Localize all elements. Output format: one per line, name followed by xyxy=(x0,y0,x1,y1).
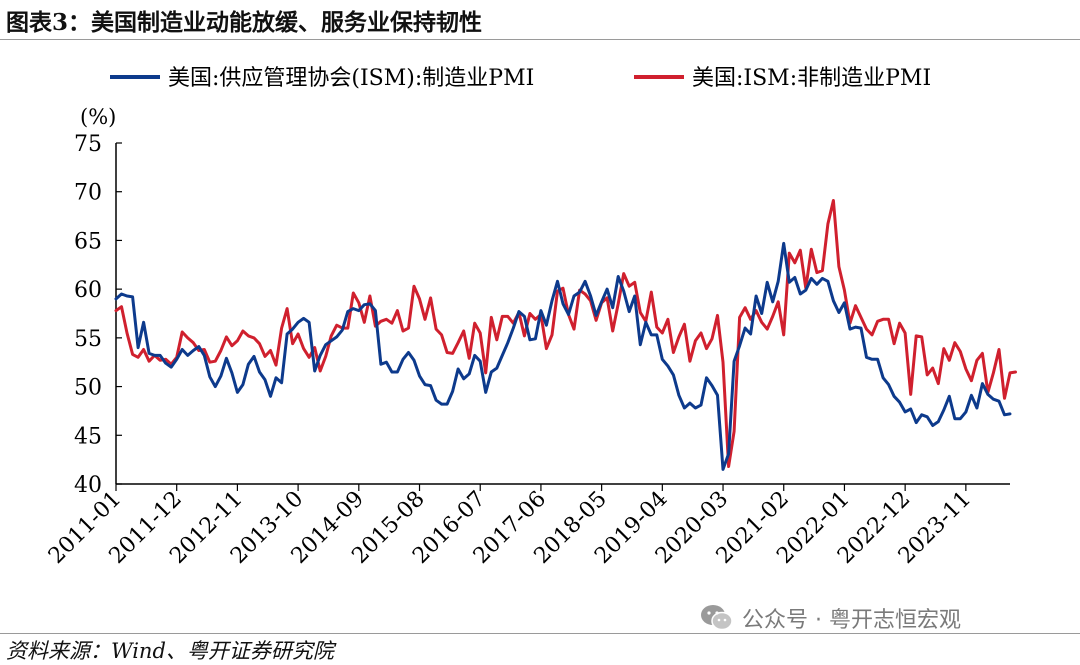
y-axis-unit: (%) xyxy=(80,105,116,129)
y-tick-label: 55 xyxy=(74,327,102,352)
watermark: 公众号 · 粤开志恒宏观 xyxy=(700,602,961,634)
wechat-icon xyxy=(701,605,733,631)
line-chart: 美国:供应管理协会(ISM):制造业PMI 美国:ISM:非制造业PMI (%)… xyxy=(44,66,1017,569)
watermark-text: 公众号 · 粤开志恒宏观 xyxy=(742,608,961,633)
series-line-non-manufacturing xyxy=(114,199,1017,468)
legend-label-non-manufacturing: 美国:ISM:非制造业PMI xyxy=(692,66,931,91)
plot-area xyxy=(114,199,1017,471)
footer-divider xyxy=(0,633,1080,634)
y-tick-label: 50 xyxy=(74,376,102,401)
y-tick-label: 45 xyxy=(74,424,102,449)
legend-label-manufacturing: 美国:供应管理协会(ISM):制造业PMI xyxy=(168,66,534,91)
legend: 美国:供应管理协会(ISM):制造业PMI 美国:ISM:非制造业PMI xyxy=(110,66,931,91)
y-tick-label: 40 xyxy=(74,473,102,498)
source-note: 资料来源：Wind、粤开证券研究院 xyxy=(6,639,334,663)
y-tick-label: 65 xyxy=(74,229,102,254)
y-tick-label: 60 xyxy=(74,278,102,303)
y-tick-label: 70 xyxy=(74,181,102,206)
series-line-manufacturing xyxy=(114,241,1012,471)
y-tick-label: 75 xyxy=(74,132,102,157)
title-divider xyxy=(0,39,1080,40)
chart-title: 图表3：美国制造业动能放缓、服务业保持韧性 xyxy=(6,9,483,36)
